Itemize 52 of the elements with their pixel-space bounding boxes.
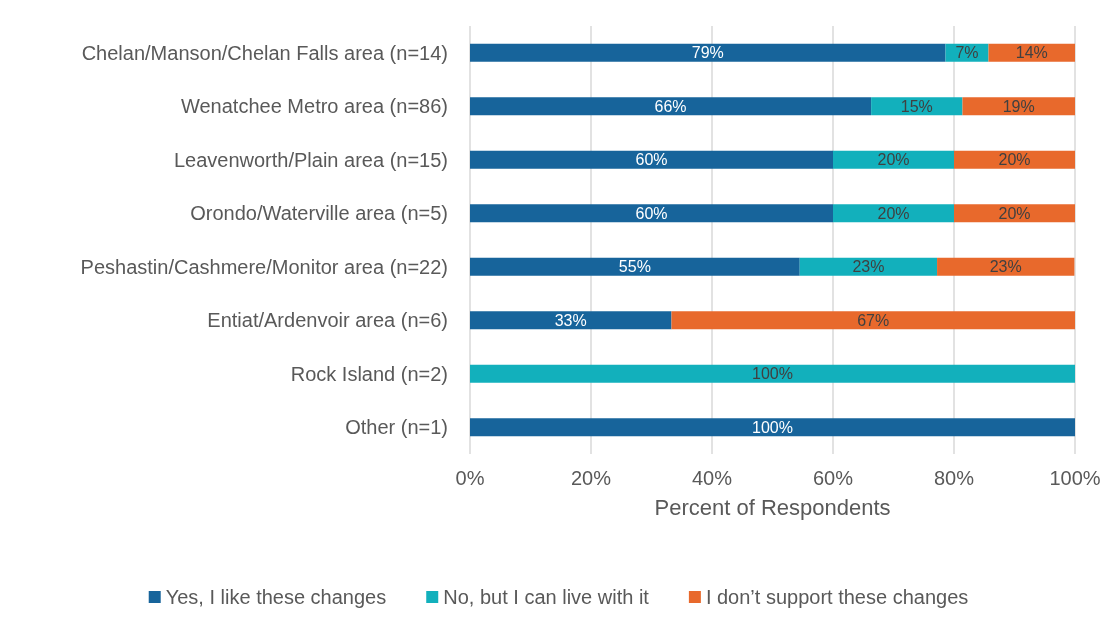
- y-tick-label: Orondo/Waterville area (n=5): [190, 202, 448, 225]
- data-label: 60%: [635, 151, 668, 169]
- data-label: 15%: [900, 97, 933, 115]
- bar: [470, 150, 833, 169]
- data-label: 19%: [1002, 97, 1035, 115]
- bar: [954, 150, 1075, 169]
- legend-label: I don’t support these changes: [705, 586, 969, 608]
- x-axis-title: Percent of Respondents: [654, 494, 891, 520]
- bar: [470, 43, 946, 62]
- data-label: 100%: [752, 365, 793, 383]
- x-tick-label: 100%: [1049, 467, 1101, 489]
- bar: [937, 257, 1075, 276]
- data-label: 20%: [998, 204, 1031, 222]
- data-label: 20%: [877, 151, 910, 169]
- data-label: 7%: [955, 44, 979, 62]
- data-label: 66%: [654, 97, 687, 115]
- bar: [954, 204, 1075, 223]
- bar: [470, 311, 672, 330]
- y-tick-label: Chelan/Manson/Chelan Falls area (n=14): [81, 41, 448, 64]
- bar: [470, 364, 1075, 383]
- y-tick-label: Wenatchee Metro area (n=86): [180, 95, 448, 118]
- x-tick-label: 40%: [691, 467, 733, 489]
- data-label: 55%: [618, 258, 651, 276]
- data-label: 79%: [691, 44, 724, 62]
- bar: [833, 204, 954, 223]
- y-tick-label: Other (n=1): [345, 416, 448, 439]
- x-tick-label: 80%: [933, 467, 975, 489]
- y-tick-label: Peshastin/Cashmere/Monitor area (n=22): [80, 255, 448, 278]
- bar: [470, 257, 800, 276]
- data-label: 20%: [998, 151, 1031, 169]
- data-label: 33%: [554, 311, 587, 329]
- data-label: 100%: [752, 418, 793, 436]
- x-tick-label: 20%: [570, 467, 612, 489]
- y-tick-label: Entiat/Ardenvoir area (n=6): [207, 309, 448, 332]
- x-tick-label: 0%: [455, 467, 485, 489]
- y-tick-label: Leavenworth/Plain area (n=15): [173, 148, 448, 171]
- bar: [470, 97, 872, 116]
- x-tick-label: 60%: [812, 467, 854, 489]
- bar: [671, 311, 1075, 330]
- data-label: 23%: [852, 258, 885, 276]
- bar: [470, 418, 1075, 437]
- bar: [833, 150, 954, 169]
- data-label: 14%: [1015, 44, 1048, 62]
- data-label: 20%: [877, 204, 910, 222]
- y-tick-label: Rock Island (n=2): [290, 362, 448, 385]
- data-label: 67%: [857, 311, 890, 329]
- legend-label: No, but I can live with it: [443, 586, 650, 608]
- legend-label: Yes, I like these changes: [165, 586, 387, 608]
- data-label: 60%: [635, 204, 668, 222]
- bar: [470, 204, 833, 223]
- bar: [799, 257, 938, 276]
- data-label: 23%: [989, 258, 1022, 276]
